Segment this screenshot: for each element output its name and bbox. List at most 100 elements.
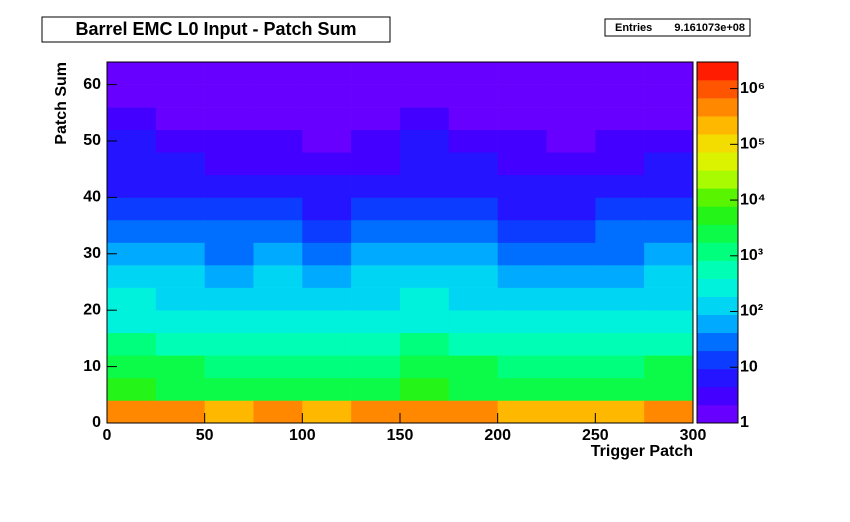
heatmap-cell [253, 84, 303, 108]
heatmap-cell [546, 174, 596, 198]
heatmap-cell [595, 332, 645, 356]
heatmap-cell [351, 310, 401, 334]
heatmap-cell [644, 84, 694, 108]
heatmap-cell [595, 197, 645, 221]
heatmap-cell [546, 332, 596, 356]
heatmap-cell [644, 107, 694, 130]
heatmap-cell [497, 129, 547, 153]
heatmap-cell [448, 332, 498, 356]
heatmap-cell [400, 377, 450, 401]
heatmap-cell [302, 174, 352, 198]
heatmap-cell [644, 62, 694, 85]
heatmap-cell [155, 84, 205, 108]
heatmap-cell [204, 287, 254, 311]
heatmap-cell [155, 332, 205, 356]
heatmap-cell [497, 84, 547, 108]
heatmap-cell [644, 355, 694, 379]
heatmap-cell [107, 242, 157, 266]
heatmap-cell [302, 107, 352, 130]
heatmap-cell [253, 242, 303, 266]
heatmap-cell [644, 287, 694, 311]
heatmap-cell [497, 332, 547, 356]
palette-band [697, 386, 738, 406]
heatmap-cell [595, 219, 645, 243]
heatmap-cell [448, 242, 498, 266]
z-tick-label: 10 [740, 358, 758, 375]
heatmap-cell [351, 84, 401, 108]
heatmap-cell [155, 242, 205, 266]
heatmap-cell [204, 219, 254, 243]
heatmap-cell [253, 219, 303, 243]
heatmap-cell [644, 400, 694, 424]
heatmap-cell [497, 197, 547, 221]
y-axis-label: Patch Sum [53, 62, 70, 145]
heatmap-cell [400, 219, 450, 243]
z-tick-label: 10⁵ [740, 136, 765, 153]
heatmap-cell [351, 355, 401, 379]
z-tick-label: 10⁶ [740, 80, 765, 97]
x-axis-label: Trigger Patch [591, 443, 693, 460]
heatmap-cell [497, 310, 547, 334]
palette-band [697, 260, 738, 279]
heatmap-cell [204, 310, 254, 334]
heatmap-cell [204, 355, 254, 379]
heatmap-cell [448, 355, 498, 379]
palette-band [697, 350, 738, 370]
heatmap-cell [351, 265, 401, 288]
heatmap-cell [644, 242, 694, 266]
heatmap-cell [497, 287, 547, 311]
x-tick-label: 250 [582, 427, 609, 444]
heatmap-cell [302, 219, 352, 243]
y-tick-label: 0 [92, 414, 101, 431]
heatmap-cell [546, 355, 596, 379]
heatmap-cell [595, 174, 645, 198]
z-tick-label: 1 [740, 414, 749, 431]
heatmap-cell [595, 152, 645, 176]
heatmap-cell [546, 219, 596, 243]
heatmap-cell [400, 287, 450, 311]
heatmap-cell [595, 84, 645, 108]
heatmap-cell [155, 265, 205, 288]
heatmap-cell [351, 107, 401, 130]
heatmap-cell [546, 310, 596, 334]
heatmap-cell [400, 129, 450, 153]
heatmap-cell [497, 152, 547, 176]
heatmap-cell [546, 265, 596, 288]
heatmap-cell [107, 152, 157, 176]
heatmap-cell [302, 310, 352, 334]
heatmap-cell [155, 174, 205, 198]
heatmap-cell [400, 355, 450, 379]
heatmap-cell [204, 174, 254, 198]
heatmap-cell [107, 355, 157, 379]
heatmap-cell [546, 242, 596, 266]
stats-box [604, 18, 751, 37]
heatmap-cell [400, 400, 450, 424]
z-tick-label: 10⁴ [740, 191, 766, 208]
heatmap-cell [448, 287, 498, 311]
heatmap-cell [253, 62, 303, 85]
heatmap-cell [302, 197, 352, 221]
palette-band [697, 224, 738, 243]
stats-value: 9.161073e+08 [674, 22, 745, 34]
heatmap-cell [546, 129, 596, 153]
heatmap-cell [546, 400, 596, 424]
heatmap-cell [155, 219, 205, 243]
heatmap-cell [546, 377, 596, 401]
heatmap-cell [204, 152, 254, 176]
heatmap-cell [448, 310, 498, 334]
palette-band [697, 98, 738, 117]
heatmap-cell [107, 400, 157, 424]
heatmap-cell [253, 174, 303, 198]
palette-band [697, 134, 738, 153]
heatmap-cell [351, 62, 401, 85]
heatmap-cell [302, 265, 352, 288]
heatmap-cell [107, 197, 157, 221]
heatmap-cell [448, 377, 498, 401]
z-tick-label: 10² [740, 303, 763, 320]
heatmap-cell [253, 107, 303, 130]
heatmap-cell [644, 152, 694, 176]
heatmap-cell [497, 377, 547, 401]
palette-band [697, 296, 738, 315]
heatmap-cell [595, 310, 645, 334]
heatmap-cell [644, 174, 694, 198]
